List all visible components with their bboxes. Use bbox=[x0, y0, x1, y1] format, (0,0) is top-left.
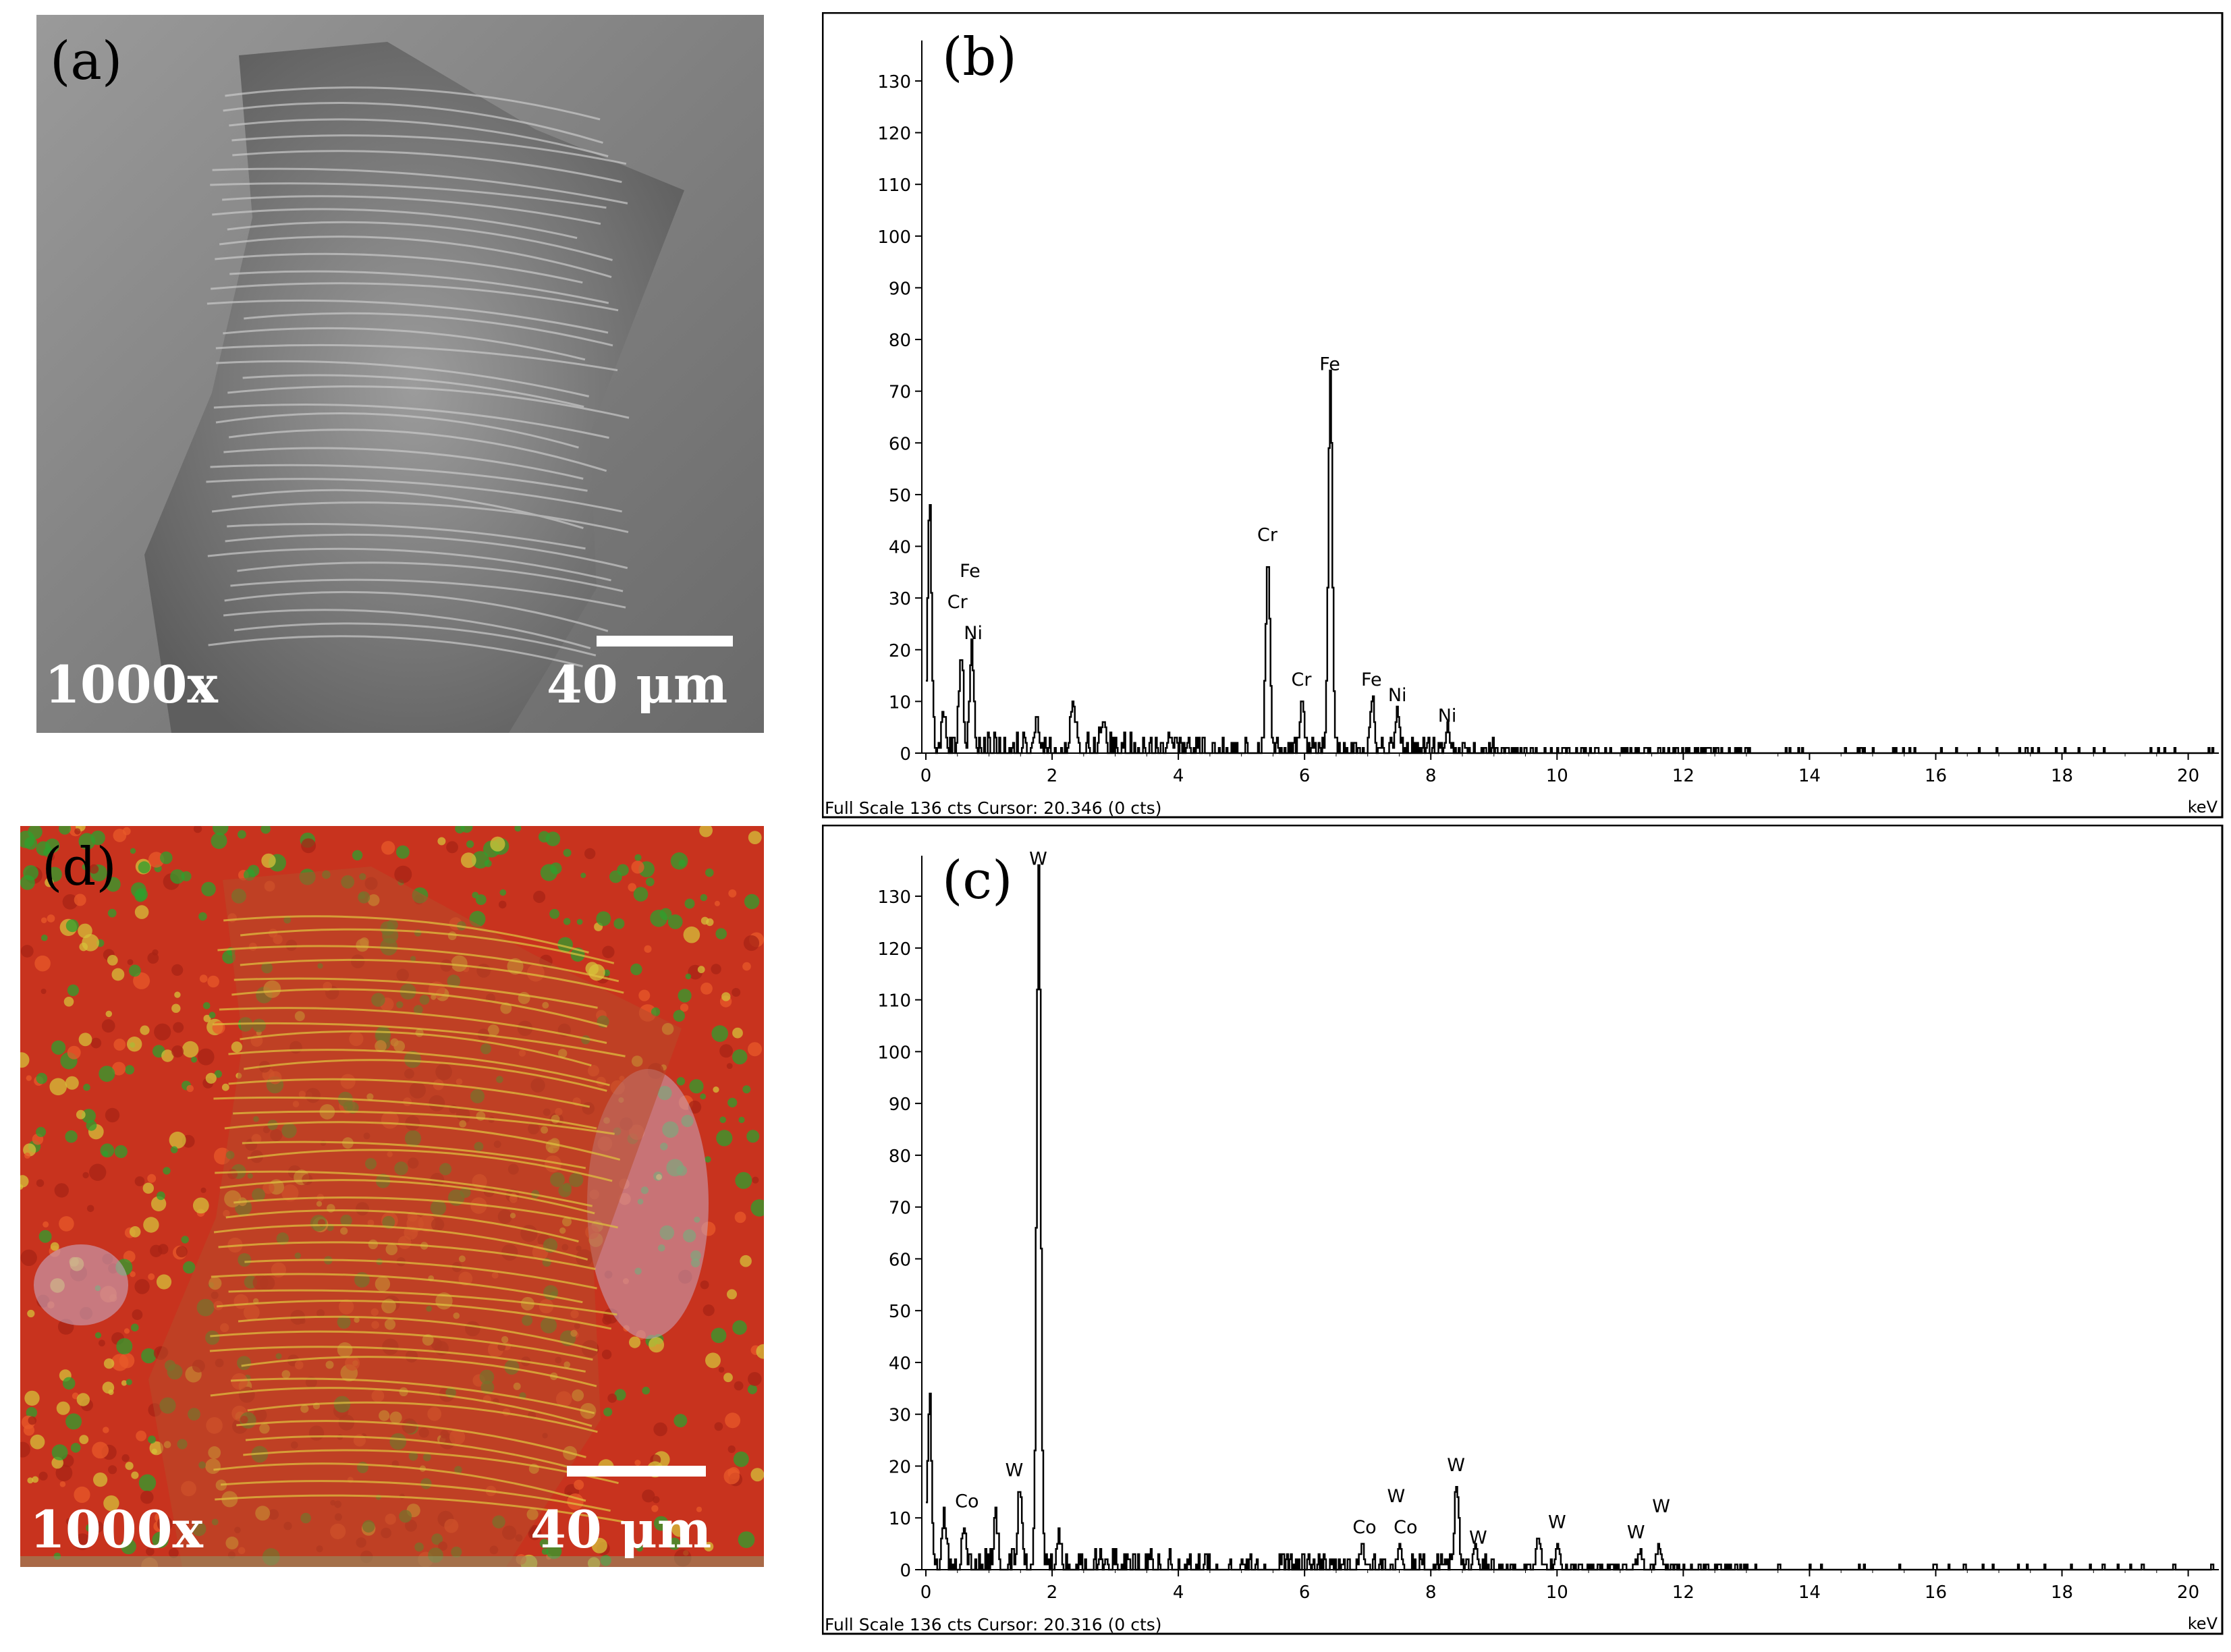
sem-lamellae bbox=[206, 86, 630, 667]
y-tick-label: 20 bbox=[889, 641, 911, 661]
panel-label-b: (b) bbox=[942, 27, 1017, 88]
x-unit-label: keV bbox=[2188, 1614, 2218, 1633]
x-tick-label: 2 bbox=[1047, 1582, 1058, 1603]
peak-label: Cr bbox=[1257, 525, 1278, 546]
y-tick-label: 80 bbox=[889, 331, 911, 351]
y-tick-label: 10 bbox=[889, 1509, 911, 1529]
y-tick-label: 0 bbox=[900, 1561, 911, 1581]
eds-particle-overlay bbox=[148, 866, 682, 1567]
spectrum-trace bbox=[926, 864, 2215, 1571]
x-tick-label: 12 bbox=[1672, 766, 1695, 786]
peak-label: W bbox=[1387, 1486, 1405, 1507]
peak-label: W bbox=[1447, 1455, 1465, 1476]
y-tick-label: 90 bbox=[889, 279, 911, 299]
panel-label-a: (a) bbox=[50, 31, 123, 92]
x-tick-label: 0 bbox=[920, 1582, 932, 1603]
x-tick-label: 10 bbox=[1546, 1582, 1568, 1603]
y-tick-label: 40 bbox=[889, 538, 911, 558]
peak-label: Ni bbox=[1438, 706, 1457, 727]
status-line: Full Scale 136 cts Cursor: 20.316 (0 cts… bbox=[825, 1615, 1162, 1634]
peak-label: Fe bbox=[1319, 354, 1340, 375]
x-tick-label: 8 bbox=[1425, 766, 1437, 786]
x-tick-label: 16 bbox=[1925, 766, 1947, 786]
peak-label: Ni bbox=[1388, 685, 1407, 706]
y-tick-label: 120 bbox=[877, 124, 911, 144]
peak-label: Co bbox=[1352, 1517, 1376, 1538]
y-tick-label: 130 bbox=[877, 887, 911, 908]
scale-bar-d bbox=[567, 1466, 706, 1477]
x-tick-label: 2 bbox=[1047, 766, 1058, 786]
magnification-d: 1000x bbox=[30, 1499, 203, 1560]
chart-frame bbox=[822, 12, 2224, 819]
sem-texture-a bbox=[36, 15, 764, 733]
y-tick-label: 110 bbox=[877, 991, 911, 1012]
y-tick-label: 60 bbox=[889, 434, 911, 454]
x-unit-label: keV bbox=[2188, 798, 2218, 817]
x-tick-label: 8 bbox=[1425, 1582, 1437, 1603]
y-tick-label: 30 bbox=[889, 589, 911, 609]
y-tick-label: 110 bbox=[877, 175, 911, 196]
peak-label: W bbox=[1652, 1496, 1670, 1517]
y-tick-label: 50 bbox=[889, 486, 911, 506]
y-tick-label: 0 bbox=[900, 744, 911, 765]
eds-lamellae bbox=[209, 915, 626, 1523]
peak-label: W bbox=[1548, 1512, 1566, 1533]
y-tick-label: 70 bbox=[889, 1199, 911, 1219]
peak-label: Ni bbox=[964, 623, 983, 644]
peak-label: Fe bbox=[1361, 669, 1382, 690]
x-tick-label: 20 bbox=[2177, 766, 2199, 786]
eds-spectrum-c: 0 10 20 30 40 50 60 70 80 90 100 110 120 130 0 2 4 6 8 10 12… bbox=[822, 825, 2224, 1635]
peak-label: Fe bbox=[960, 561, 981, 582]
peak-label: Cr bbox=[947, 592, 968, 613]
x-tick-label: 4 bbox=[1173, 766, 1184, 786]
peak-label: W bbox=[1627, 1522, 1645, 1543]
peak-label: Cr bbox=[1292, 669, 1313, 690]
y-tick-label: 40 bbox=[889, 1354, 911, 1374]
scale-label-a: 40 μm bbox=[547, 655, 728, 715]
scale-label-d: 40 μm bbox=[530, 1499, 712, 1560]
eds-spectrum-b: 0 10 20 30 40 50 60 70 80 90 100 110 120 130 0 2 4 6 8 10 12… bbox=[822, 12, 2224, 819]
y-tick-label: 70 bbox=[889, 383, 911, 403]
chart-frame bbox=[822, 825, 2224, 1635]
y-tick-label: 20 bbox=[889, 1457, 911, 1477]
x-tick-label: 20 bbox=[2177, 1582, 2199, 1603]
y-tick-label: 130 bbox=[877, 72, 911, 92]
status-line: Full Scale 136 cts Cursor: 20.346 (0 cts… bbox=[825, 798, 1162, 818]
y-tick-label: 50 bbox=[889, 1302, 911, 1322]
y-tick-label: 100 bbox=[877, 1043, 911, 1063]
peak-label: W bbox=[1469, 1527, 1487, 1548]
x-tick-label: 4 bbox=[1173, 1582, 1184, 1603]
sem-image-a bbox=[36, 15, 764, 733]
x-tick-label: 18 bbox=[2051, 1582, 2073, 1603]
y-tick-label: 30 bbox=[889, 1406, 911, 1426]
panel-label-c: (c) bbox=[942, 850, 1013, 911]
x-tick-label: 18 bbox=[2051, 766, 2073, 786]
x-tick-label: 0 bbox=[920, 766, 932, 786]
magnification-a: 1000x bbox=[45, 655, 218, 715]
y-tick-label: 90 bbox=[889, 1095, 911, 1115]
x-tick-label: 10 bbox=[1546, 766, 1568, 786]
spectrum-trace bbox=[926, 369, 2215, 754]
panel-label-d: (d) bbox=[42, 837, 117, 898]
x-tick-label: 12 bbox=[1672, 1582, 1695, 1603]
x-tick-label: 14 bbox=[1798, 1582, 1821, 1603]
x-tick-label: 6 bbox=[1299, 1582, 1311, 1603]
eds-map-d bbox=[20, 826, 764, 1567]
y-tick-label: 10 bbox=[889, 692, 911, 713]
peak-label: W bbox=[1029, 849, 1047, 870]
peak-label: Co bbox=[955, 1491, 979, 1512]
eds-map-texture bbox=[20, 826, 764, 1567]
y-tick-label: 80 bbox=[889, 1147, 911, 1167]
y-tick-label: 60 bbox=[889, 1250, 911, 1270]
y-tick-label: 100 bbox=[877, 227, 911, 248]
x-tick-label: 16 bbox=[1925, 1582, 1947, 1603]
x-tick-label: 6 bbox=[1299, 766, 1311, 786]
y-tick-label: 120 bbox=[877, 939, 911, 960]
x-tick-label: 14 bbox=[1798, 766, 1821, 786]
peak-label: W bbox=[1006, 1460, 1024, 1481]
peak-label: Co bbox=[1394, 1517, 1417, 1538]
scale-bar-a bbox=[597, 636, 733, 646]
